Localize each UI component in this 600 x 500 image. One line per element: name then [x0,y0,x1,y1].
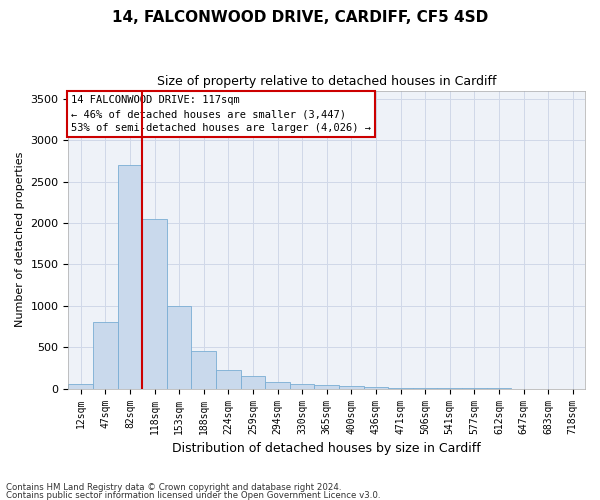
X-axis label: Distribution of detached houses by size in Cardiff: Distribution of detached houses by size … [172,442,481,455]
Bar [364,387,388,388]
Bar [167,306,191,388]
Text: 14, FALCONWOOD DRIVE, CARDIFF, CF5 4SD: 14, FALCONWOOD DRIVE, CARDIFF, CF5 4SD [112,10,488,25]
Bar [314,384,339,388]
Text: 14 FALCONWOOD DRIVE: 117sqm
← 46% of detached houses are smaller (3,447)
53% of : 14 FALCONWOOD DRIVE: 117sqm ← 46% of det… [71,95,371,133]
Text: Contains public sector information licensed under the Open Government Licence v3: Contains public sector information licen… [6,490,380,500]
Bar [216,370,241,388]
Text: Contains HM Land Registry data © Crown copyright and database right 2024.: Contains HM Land Registry data © Crown c… [6,484,341,492]
Bar [241,376,265,388]
Title: Size of property relative to detached houses in Cardiff: Size of property relative to detached ho… [157,75,496,88]
Bar [191,352,216,389]
Bar [265,382,290,388]
Bar [339,386,364,388]
Bar [93,322,118,388]
Y-axis label: Number of detached properties: Number of detached properties [15,152,25,328]
Bar [142,219,167,388]
Bar [290,384,314,388]
Bar [68,384,93,388]
Bar [118,165,142,388]
